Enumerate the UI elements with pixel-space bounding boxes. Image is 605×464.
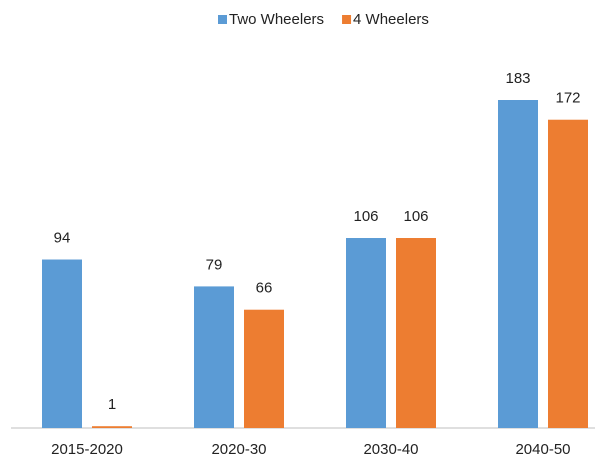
bar (194, 286, 234, 428)
data-label: 172 (555, 90, 580, 107)
legend-swatch (218, 15, 227, 24)
x-tick-label: 2020-30 (211, 441, 266, 458)
x-tick-label: 2040-50 (515, 441, 570, 458)
bar (244, 309, 284, 428)
data-label: 94 (54, 229, 71, 246)
bar (42, 259, 82, 428)
bar (498, 100, 538, 428)
bar (548, 119, 588, 428)
x-tick-label: 2015-2020 (51, 441, 123, 458)
bar (396, 238, 436, 428)
data-label: 183 (505, 70, 530, 87)
legend-swatch (342, 15, 352, 24)
data-label: 106 (403, 208, 428, 225)
data-label: 106 (353, 208, 378, 225)
bar (92, 426, 132, 428)
data-label: 79 (206, 256, 223, 273)
bar (346, 238, 386, 428)
legend-label: 4 Wheelers (353, 11, 429, 28)
x-tick-label: 2030-40 (363, 441, 418, 458)
data-label: 1 (108, 396, 116, 413)
data-label: 66 (256, 280, 273, 297)
legend-label: Two Wheelers (229, 11, 324, 28)
